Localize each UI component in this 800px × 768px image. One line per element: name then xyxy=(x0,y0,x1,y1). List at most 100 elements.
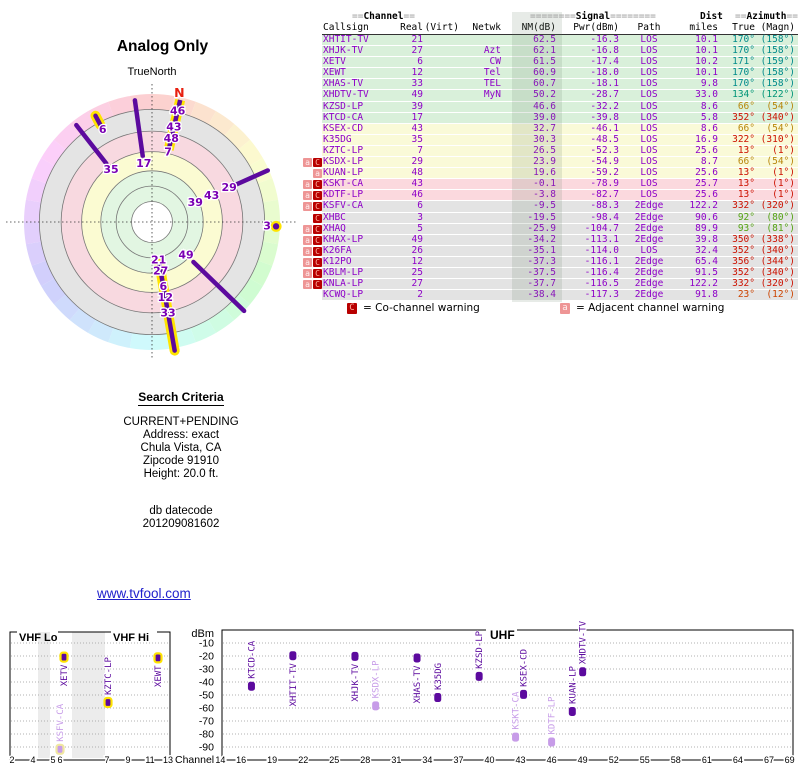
header-channel: ==Channel== xyxy=(352,11,415,22)
channel-tick-7: 7 xyxy=(104,755,109,765)
cell-miles: 91.5 xyxy=(695,266,718,278)
cell-pwr: -48.5 xyxy=(590,133,619,145)
cell-virt xyxy=(423,68,459,78)
north-marker: N xyxy=(174,85,184,100)
adjacent-channel-warning-icon: a xyxy=(303,180,312,190)
cell-nm: 60.9 xyxy=(533,67,556,79)
cell-miles: 65.4 xyxy=(695,255,718,267)
vhf-lo-label: VHF Lo xyxy=(19,632,58,644)
cell-real: 35 xyxy=(411,133,423,145)
channel-tick-11: 11 xyxy=(145,755,154,765)
cell-pwr: -104.7 xyxy=(584,222,619,234)
cell-callsign: XHDTV-TV xyxy=(323,89,369,101)
channel-label-49: 49 xyxy=(178,248,193,261)
cell-real: 49 xyxy=(411,233,423,245)
signal-bar-KTCD-CA xyxy=(247,681,255,691)
bar-label-XHJK-TV: XHJK-TV xyxy=(351,663,361,702)
cell-true_az: 352° xyxy=(732,244,755,256)
azimuth-hue-wedge xyxy=(207,307,235,333)
table-row-KZSD-LP: KZSD-LP 39 46.6 -32.2 LOS 8.6 66° (54°) xyxy=(298,100,798,113)
channel-label-12: 12 xyxy=(158,291,173,304)
azimuth-hue-wedge xyxy=(207,111,235,137)
cell-virt xyxy=(423,268,459,278)
header-azimuth: ==Azimuth== xyxy=(735,11,798,22)
channel-tick-40: 40 xyxy=(484,755,494,765)
channel-tick-69: 69 xyxy=(785,755,795,765)
cell-miles: 8.6 xyxy=(700,100,718,112)
cell-netwk xyxy=(459,102,501,112)
bar-label-XHAS-TV: XHAS-TV xyxy=(413,665,423,704)
channel-axis-label: Channel xyxy=(175,754,214,766)
cell-callsign: KSDX-LP xyxy=(323,156,364,168)
column-header-path: Path xyxy=(637,22,661,33)
cell-real: 12 xyxy=(411,255,423,267)
cell-real: 39 xyxy=(411,100,423,112)
adjacent-channel-warning-icon: a xyxy=(303,202,312,212)
azimuth-hue-wedge xyxy=(261,199,280,222)
column-header-netwk: Netwk xyxy=(472,22,501,33)
table-row-XHDTV-TV: XHDTV-TV 49 MyN 50.2 -28.7 LOS 33.0 134° (122°) xyxy=(298,90,798,101)
cell-miles: 25.6 xyxy=(695,144,718,156)
co-channel-warning-icon: C xyxy=(313,213,322,223)
signal-spoke-az170 xyxy=(157,261,177,353)
row-cells: XHAS-TV 33 TEL 60.7 -18.1 LOS 9.8 170° (158°) xyxy=(322,78,798,90)
row-cells: XHAQ 5 -25.9 -104.7 2Edge 89.9 93° (81°) xyxy=(322,222,798,234)
cell-netwk: Azt xyxy=(483,45,501,57)
cell-callsign: KTCD-CA xyxy=(323,111,364,123)
cell-real: 27 xyxy=(411,278,423,290)
cell-magn: (54°) xyxy=(766,156,795,168)
search-line: Chula Vista, CA xyxy=(140,442,222,454)
signal-bar-KDTF-LP xyxy=(548,737,556,747)
column-header-callsign: Callsign xyxy=(323,22,369,33)
table-row-XHTIT-TV: XHTIT-TV 21 62.5 -16.3 LOS 10.1 170° (158°) xyxy=(298,34,798,46)
cell-pwr: -98.4 xyxy=(590,211,619,223)
cell-pwr: -116.5 xyxy=(584,278,619,290)
row-cells: K26FA 26 -35.1 -114.0 LOS 32.4 352° (340°) xyxy=(322,244,798,256)
row-cells: KSDX-LP 29 23.9 -54.9 LOS 8.7 66° (54°) xyxy=(322,156,798,168)
cell-netwk xyxy=(459,201,501,211)
tvfool-link[interactable]: www.tvfool.com xyxy=(97,586,191,601)
cell-callsign: KZSD-LP xyxy=(323,100,364,112)
cell-nm: -37.5 xyxy=(527,266,556,278)
cell-path: LOS xyxy=(640,189,658,201)
cell-callsign: XHBC xyxy=(323,211,346,223)
signal-spoke-az66 xyxy=(228,168,271,190)
co-channel-icon: C xyxy=(347,302,357,314)
db-datecode-value: 201209081602 xyxy=(142,518,220,530)
cell-virt xyxy=(423,113,459,123)
cell-miles: 91.8 xyxy=(695,289,718,301)
cell-nm: 23.9 xyxy=(533,156,556,168)
cell-netwk xyxy=(459,290,501,300)
cell-netwk xyxy=(459,135,501,145)
column-header-true: True xyxy=(732,22,755,33)
cell-pwr: -28.7 xyxy=(590,89,619,101)
warning-markers xyxy=(298,35,322,46)
bar-label-XETV: XETV xyxy=(60,664,70,686)
radar-ring xyxy=(131,201,173,243)
azimuth-hue-wedge xyxy=(237,277,263,305)
row-cells: XEWT 12 Tel 60.9 -18.0 LOS 10.1 170° (158°) xyxy=(322,67,798,79)
row-cells: KTCD-CA 17 39.0 -39.8 LOS 5.8 352° (340°) xyxy=(322,111,798,123)
dbm-tick-label: -30 xyxy=(199,664,214,676)
cell-magn: (1°) xyxy=(772,167,795,179)
warning-markers xyxy=(298,290,322,301)
cell-miles: 10.1 xyxy=(695,67,718,79)
cell-path: 2Edge xyxy=(634,211,664,223)
cell-miles: 8.6 xyxy=(700,122,718,134)
cell-true_az: 134° xyxy=(732,89,755,101)
signal-bar-XHDTV-TV xyxy=(579,667,587,677)
cell-nm: 32.7 xyxy=(533,122,556,134)
vhf-box xyxy=(9,631,171,760)
cell-nm: 30.3 xyxy=(533,133,556,145)
cell-path: 2Edge xyxy=(634,289,664,301)
dbm-tick-label: -60 xyxy=(199,703,214,715)
cell-true_az: 13° xyxy=(737,178,755,190)
cell-callsign: XHAS-TV xyxy=(323,78,364,90)
co-channel-warning-icon: C xyxy=(313,180,322,190)
warning-markers xyxy=(298,79,322,90)
channel-tick-6: 6 xyxy=(57,755,62,765)
channel-label-3: 3 xyxy=(263,220,271,233)
adjacent-channel-warning-icon: a xyxy=(303,235,312,245)
cell-path: LOS xyxy=(640,156,658,168)
